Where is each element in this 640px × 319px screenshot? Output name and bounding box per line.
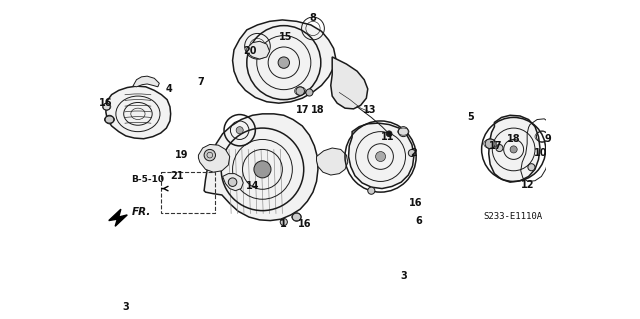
Circle shape: [368, 187, 375, 194]
Text: 16: 16: [298, 219, 312, 229]
Text: 5: 5: [468, 112, 474, 122]
Circle shape: [296, 87, 305, 95]
Text: 14: 14: [246, 182, 259, 191]
Text: FR.: FR.: [132, 207, 151, 217]
Text: 21: 21: [170, 172, 184, 182]
Text: 18: 18: [311, 105, 324, 115]
Text: 17: 17: [296, 105, 309, 115]
Text: 6: 6: [415, 216, 422, 226]
Circle shape: [105, 115, 114, 124]
Circle shape: [485, 139, 495, 149]
Text: S233-E1110A: S233-E1110A: [483, 211, 542, 220]
Text: 8: 8: [310, 13, 316, 23]
Text: 16: 16: [99, 98, 113, 108]
Text: 4: 4: [165, 84, 172, 94]
Text: 11: 11: [381, 132, 394, 142]
Text: 3: 3: [401, 271, 408, 281]
Text: 19: 19: [175, 150, 188, 160]
Circle shape: [280, 219, 287, 226]
Polygon shape: [109, 209, 127, 226]
Text: 17: 17: [489, 141, 502, 151]
Text: 15: 15: [279, 32, 292, 42]
Text: 2: 2: [411, 148, 417, 158]
Text: 3: 3: [122, 302, 129, 312]
Text: 13: 13: [363, 105, 377, 115]
Polygon shape: [223, 174, 243, 191]
Text: 18: 18: [507, 134, 520, 144]
Circle shape: [528, 164, 535, 171]
Polygon shape: [349, 123, 414, 189]
Circle shape: [103, 103, 110, 110]
Polygon shape: [133, 76, 159, 87]
Text: 7: 7: [197, 77, 204, 87]
Circle shape: [204, 149, 216, 161]
Circle shape: [387, 131, 392, 137]
Polygon shape: [106, 86, 171, 139]
Circle shape: [398, 127, 408, 137]
Text: 9: 9: [545, 134, 551, 144]
Text: B-5-10: B-5-10: [132, 175, 164, 184]
Polygon shape: [331, 57, 368, 109]
Polygon shape: [204, 114, 318, 220]
Polygon shape: [247, 41, 269, 59]
Text: 12: 12: [521, 180, 534, 190]
Circle shape: [278, 57, 289, 68]
Polygon shape: [198, 145, 230, 172]
Polygon shape: [232, 20, 336, 103]
Circle shape: [496, 145, 503, 152]
Circle shape: [510, 146, 517, 153]
Circle shape: [236, 127, 243, 134]
Circle shape: [254, 161, 271, 178]
Text: 16: 16: [410, 198, 423, 208]
Text: 1: 1: [280, 219, 287, 229]
Circle shape: [292, 213, 301, 221]
Bar: [161, 172, 215, 213]
Circle shape: [376, 152, 385, 161]
Polygon shape: [489, 115, 540, 182]
Circle shape: [306, 89, 313, 96]
Polygon shape: [317, 148, 348, 175]
Text: 20: 20: [244, 46, 257, 56]
Circle shape: [408, 149, 415, 157]
Text: 10: 10: [534, 148, 547, 158]
Circle shape: [228, 178, 237, 186]
